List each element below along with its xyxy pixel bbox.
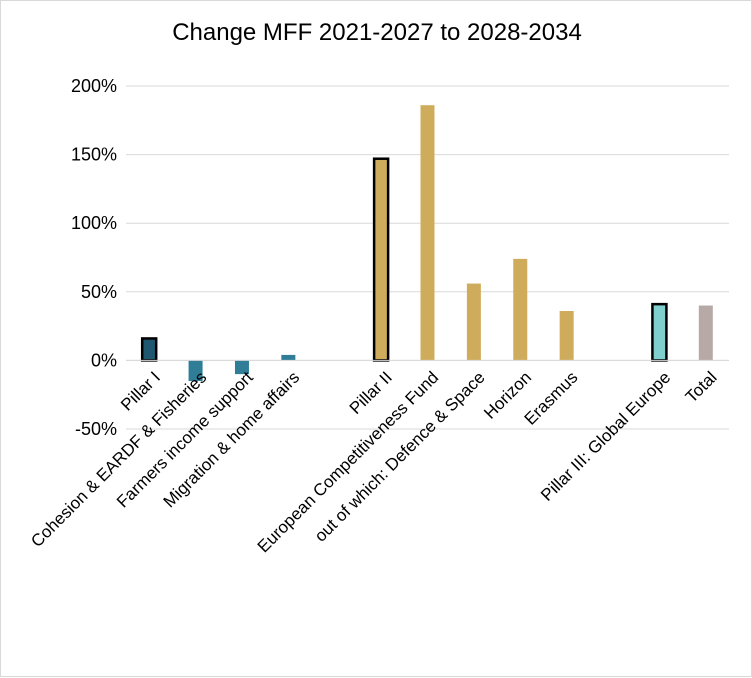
category-label: Cohesion & EARDF & Fisheries: [27, 368, 210, 551]
y-tick-label: -50%: [75, 419, 117, 439]
bar: [651, 302, 668, 362]
bar: [513, 258, 528, 361]
bar: [281, 354, 296, 361]
category-label: out of which: Defence & Space: [311, 368, 489, 546]
bar: [559, 311, 574, 361]
bar: [188, 360, 203, 381]
category-label: Total: [682, 368, 721, 407]
bar: [140, 337, 158, 362]
bar: [420, 105, 435, 361]
y-tick-label: 100%: [71, 213, 117, 233]
bar: [372, 157, 390, 362]
bar: [466, 283, 481, 361]
bar: [698, 305, 713, 361]
y-tick-label: 200%: [71, 76, 117, 96]
bar: [234, 360, 249, 375]
y-tick-label: 0%: [91, 350, 117, 370]
chart-title: Change MFF 2021-2027 to 2028-2034: [172, 19, 582, 46]
y-tick-label: 150%: [71, 145, 117, 165]
y-tick-label: 50%: [81, 282, 117, 302]
